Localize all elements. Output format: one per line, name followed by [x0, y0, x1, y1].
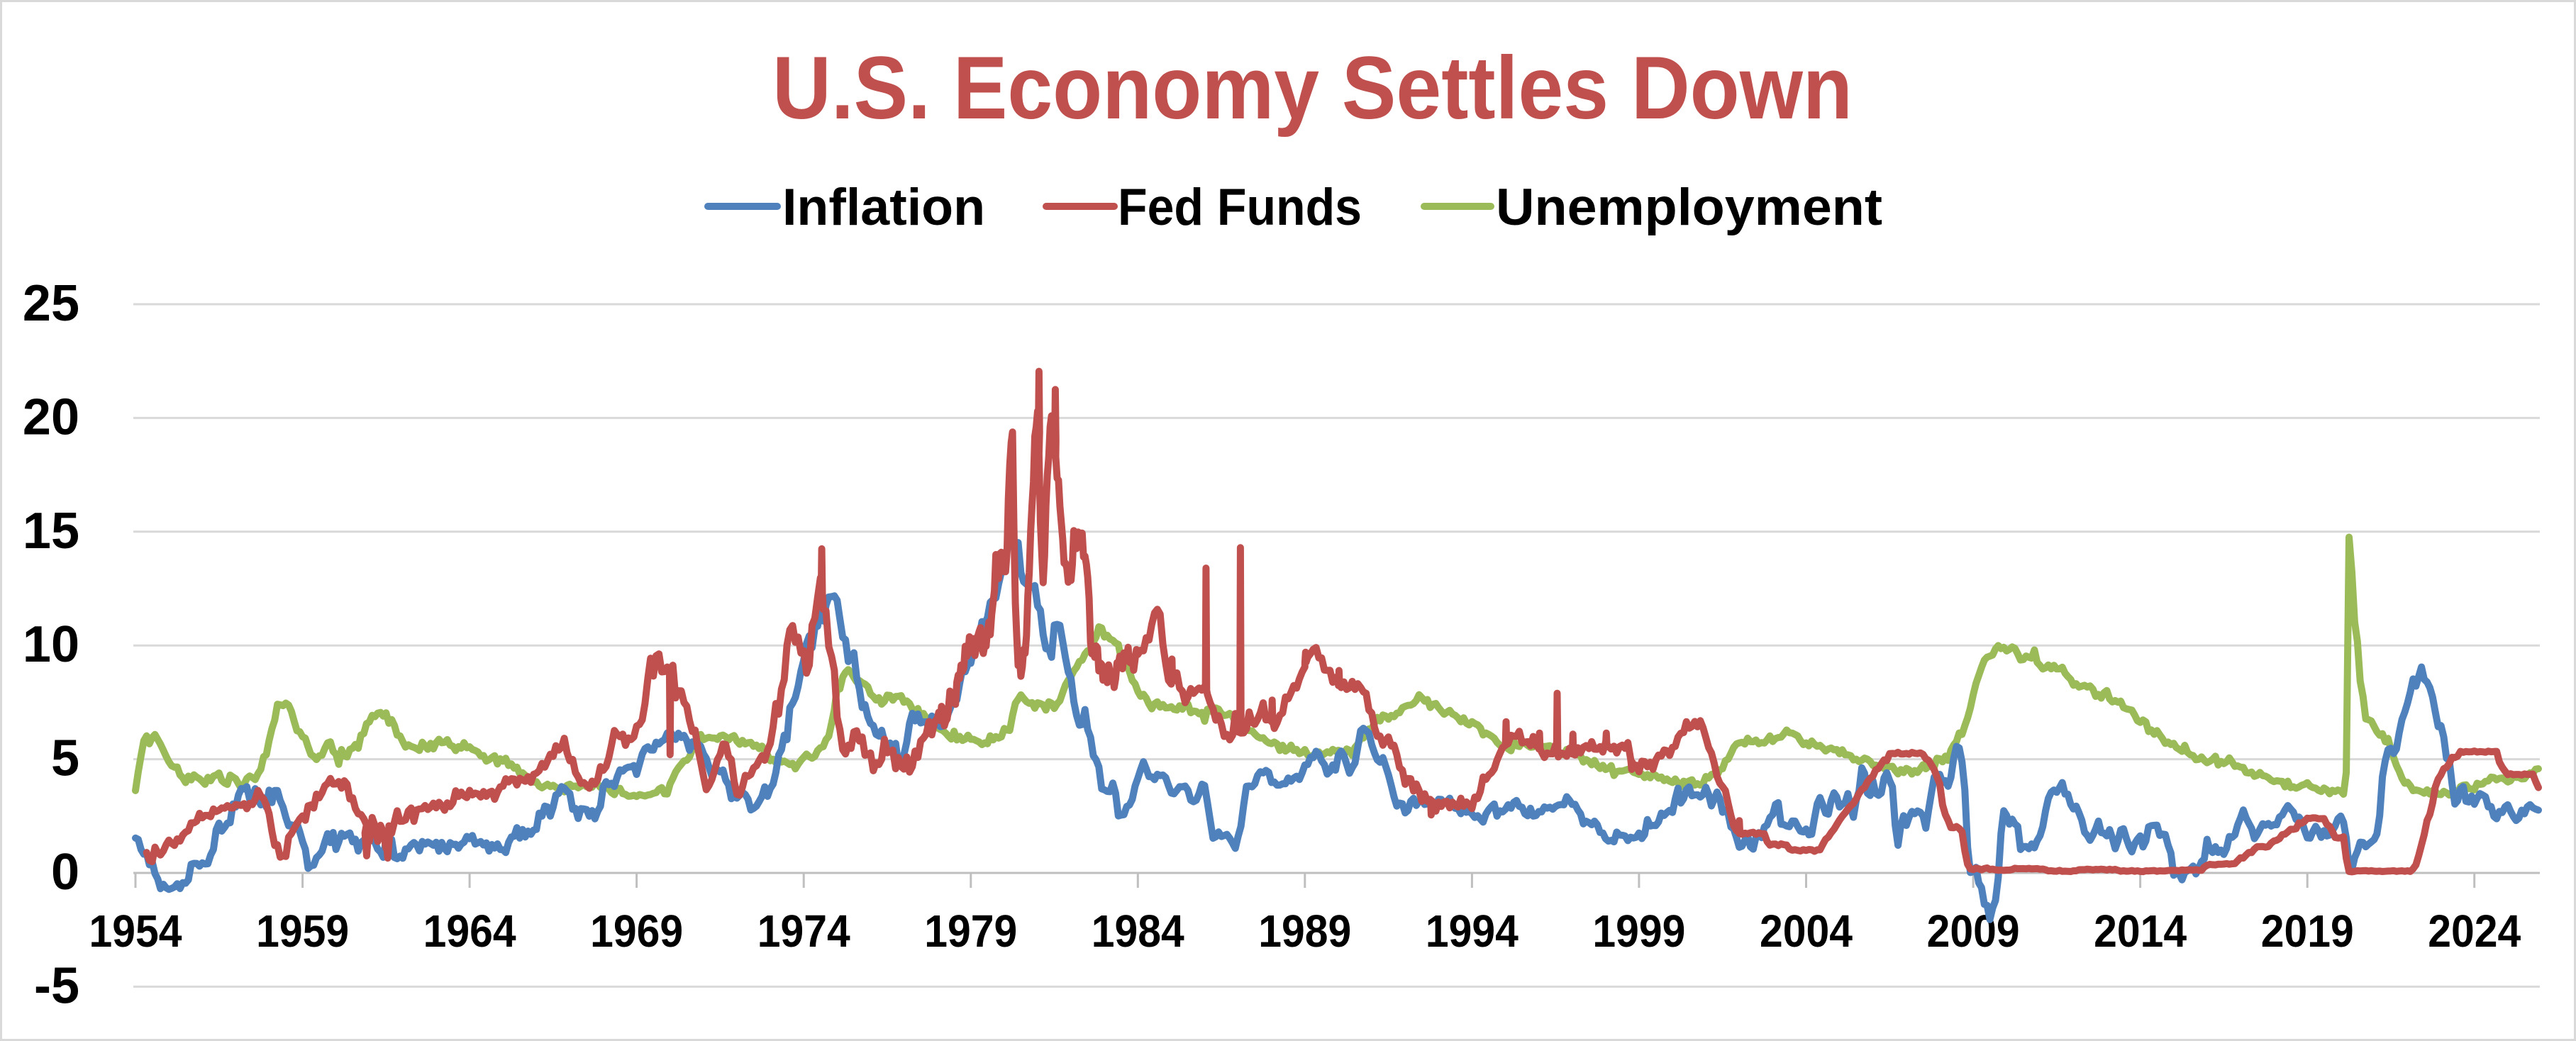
svg-text:20: 20 [23, 389, 79, 445]
svg-text:1999: 1999 [1592, 906, 1685, 957]
svg-text:10: 10 [23, 616, 79, 673]
svg-text:2024: 2024 [2428, 906, 2521, 957]
svg-text:0: 0 [51, 844, 79, 901]
svg-text:1989: 1989 [1258, 906, 1351, 957]
svg-text:Fed Funds: Fed Funds [1118, 179, 1362, 236]
svg-text:-5: -5 [34, 957, 79, 1014]
svg-text:1959: 1959 [256, 906, 349, 957]
svg-text:1979: 1979 [924, 906, 1017, 957]
svg-text:5: 5 [51, 730, 79, 787]
svg-text:2014: 2014 [2094, 906, 2187, 957]
svg-text:2004: 2004 [1760, 906, 1853, 957]
svg-text:2019: 2019 [2261, 906, 2354, 957]
svg-text:1964: 1964 [423, 906, 516, 957]
svg-text:1969: 1969 [590, 906, 683, 957]
svg-text:25: 25 [23, 275, 79, 332]
svg-text:2009: 2009 [1927, 906, 2020, 957]
svg-text:Unemployment: Unemployment [1496, 179, 1882, 236]
svg-text:15: 15 [23, 503, 79, 560]
svg-text:Inflation: Inflation [782, 179, 985, 236]
svg-text:U.S. Economy Settles Down: U.S. Economy Settles Down [772, 39, 1853, 138]
svg-text:1974: 1974 [757, 906, 850, 957]
svg-text:1994: 1994 [1426, 906, 1519, 957]
svg-text:1984: 1984 [1092, 906, 1184, 957]
svg-text:1954: 1954 [89, 906, 182, 957]
